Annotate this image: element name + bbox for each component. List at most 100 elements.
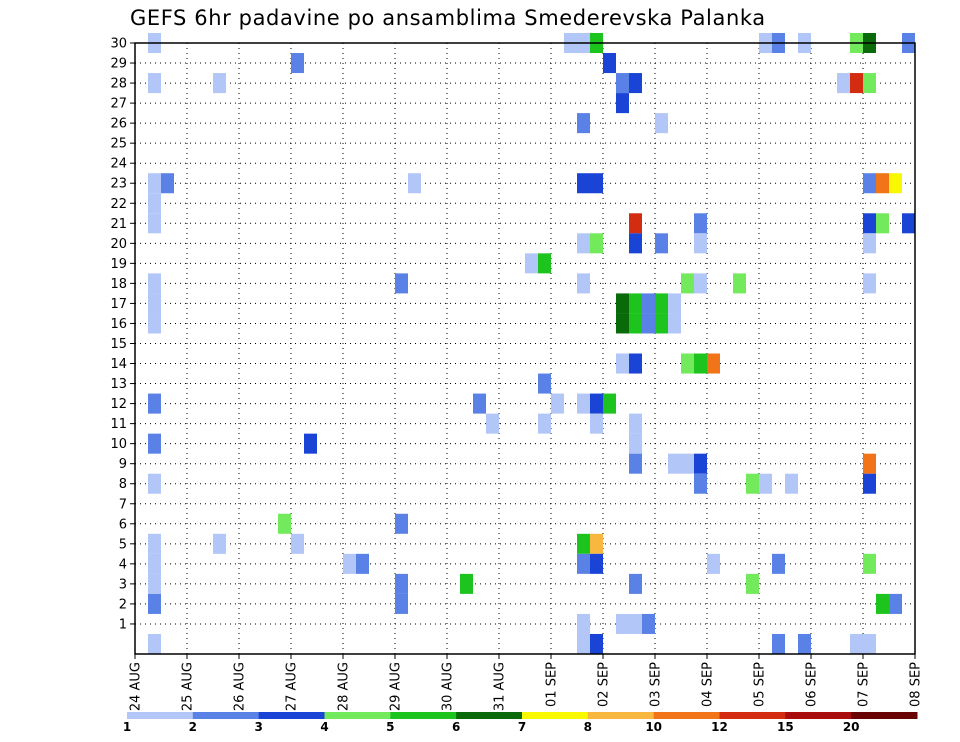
legend-label: 15 xyxy=(777,720,794,734)
heatmap-cell xyxy=(395,573,408,594)
heatmap-cell xyxy=(525,253,538,274)
y-tick-label: 24 xyxy=(110,157,127,172)
heatmap-cell xyxy=(213,73,226,94)
heatmap-cell xyxy=(629,413,642,434)
heatmap-cell xyxy=(629,213,642,234)
x-axis: 24 AUG 25 AUG 26 AUG 27 AUG 28 AUG 29 AUG 30 A… xyxy=(129,654,924,711)
heatmap-cell xyxy=(642,313,655,334)
y-tick-label: 11 xyxy=(110,417,127,432)
heatmap-cell xyxy=(876,593,889,614)
heatmap-cell xyxy=(616,93,629,114)
y-tick-label: 7 xyxy=(119,497,127,512)
heatmap-cell xyxy=(590,533,603,554)
heatmap-cell xyxy=(460,573,473,594)
legend-label: 2 xyxy=(189,720,197,734)
legend-label: 8 xyxy=(584,720,592,734)
heatmap-cell xyxy=(590,233,603,254)
heatmap-cell xyxy=(148,293,161,314)
heatmap-cell xyxy=(148,313,161,334)
y-tick-label: 30 xyxy=(110,37,127,52)
legend-swatch xyxy=(653,712,720,719)
legend-label: 20 xyxy=(843,720,860,734)
legend-label: 5 xyxy=(386,720,394,734)
y-tick-label: 6 xyxy=(119,517,127,532)
x-tick-label: 27 AUG xyxy=(285,662,300,711)
heatmap-cell xyxy=(577,113,590,134)
x-tick-label: 29 AUG xyxy=(389,662,404,711)
legend-label: 12 xyxy=(711,720,728,734)
heatmap-cell xyxy=(694,453,707,474)
x-tick-label: 07 SEP xyxy=(857,662,872,707)
heatmap-cell xyxy=(486,413,499,434)
heatmap-cell xyxy=(577,553,590,574)
legend-label: 4 xyxy=(320,720,328,734)
heatmap-cell xyxy=(746,473,759,494)
heatmap-cell xyxy=(148,593,161,614)
heatmap-cell xyxy=(590,173,603,194)
heatmap-cell xyxy=(902,213,915,234)
heatmap-cell xyxy=(616,353,629,374)
heatmap-cell xyxy=(629,293,642,314)
heatmap-cell xyxy=(694,353,707,374)
heatmap-cell xyxy=(863,73,876,94)
heatmap-cell xyxy=(629,313,642,334)
heatmap-cell xyxy=(343,553,356,574)
heatmap-cell xyxy=(668,453,681,474)
heatmap-cell xyxy=(889,173,902,194)
heatmap-cell xyxy=(291,53,304,74)
heatmap-cell xyxy=(655,113,668,134)
chart-title: GEFS 6hr padavine po ansamblima Smederev… xyxy=(130,6,766,30)
heatmap-cell xyxy=(395,513,408,534)
x-tick-label: 24 AUG xyxy=(129,662,144,711)
heatmap-cell xyxy=(148,633,161,654)
heatmap-cell xyxy=(746,573,759,594)
y-tick-label: 12 xyxy=(110,397,127,412)
y-tick-label: 21 xyxy=(110,217,127,232)
grid-lines xyxy=(135,42,915,654)
heatmap-cell xyxy=(863,553,876,574)
heatmap-cell xyxy=(668,313,681,334)
heatmap-cell xyxy=(148,273,161,294)
heatmap-cell xyxy=(148,573,161,594)
heatmap-cell xyxy=(551,393,564,414)
heatmap-cell xyxy=(590,633,603,654)
y-tick-label: 29 xyxy=(110,57,127,72)
y-tick-label: 2 xyxy=(119,597,127,612)
heatmap-cell xyxy=(616,293,629,314)
color-legend: 1 2 3 4 5 6 7 8 10 12 15 20 xyxy=(123,712,918,734)
y-axis: 1234567891011121314151617181920212223242… xyxy=(110,37,135,632)
legend-swatch xyxy=(785,712,852,719)
x-tick-label: 04 SEP xyxy=(701,662,716,707)
heatmap-cell xyxy=(629,433,642,454)
heatmap-cell xyxy=(148,473,161,494)
y-tick-label: 8 xyxy=(119,477,127,492)
heatmap-cell xyxy=(148,553,161,574)
heatmap-cell xyxy=(694,473,707,494)
heatmap-cell xyxy=(798,633,811,654)
heatmap-cell xyxy=(577,273,590,294)
y-tick-label: 22 xyxy=(110,197,127,212)
legend-swatch xyxy=(258,712,325,719)
heatmap-cell xyxy=(850,73,863,94)
y-tick-label: 18 xyxy=(110,277,127,292)
legend-swatch xyxy=(127,712,194,719)
y-tick-label: 3 xyxy=(119,577,127,592)
y-tick-label: 20 xyxy=(110,237,127,252)
heatmap-cell xyxy=(161,173,174,194)
legend-swatch xyxy=(324,712,391,719)
heatmap-cell xyxy=(889,593,902,614)
heatmap-cell xyxy=(590,553,603,574)
heatmap-cell xyxy=(603,393,616,414)
heatmap-cell xyxy=(863,273,876,294)
legend-swatch xyxy=(719,712,786,719)
x-tick-label: 31 AUG xyxy=(493,662,508,711)
heatmap-cell xyxy=(616,613,629,634)
heatmap-cell xyxy=(148,393,161,414)
x-tick-label: 25 AUG xyxy=(181,662,196,711)
y-tick-label: 4 xyxy=(119,557,127,572)
heatmap-cell xyxy=(772,553,785,574)
y-tick-label: 17 xyxy=(110,297,127,312)
x-tick-label: 01 SEP xyxy=(545,662,560,707)
legend-label: 6 xyxy=(452,720,460,734)
y-tick-label: 25 xyxy=(110,137,127,152)
